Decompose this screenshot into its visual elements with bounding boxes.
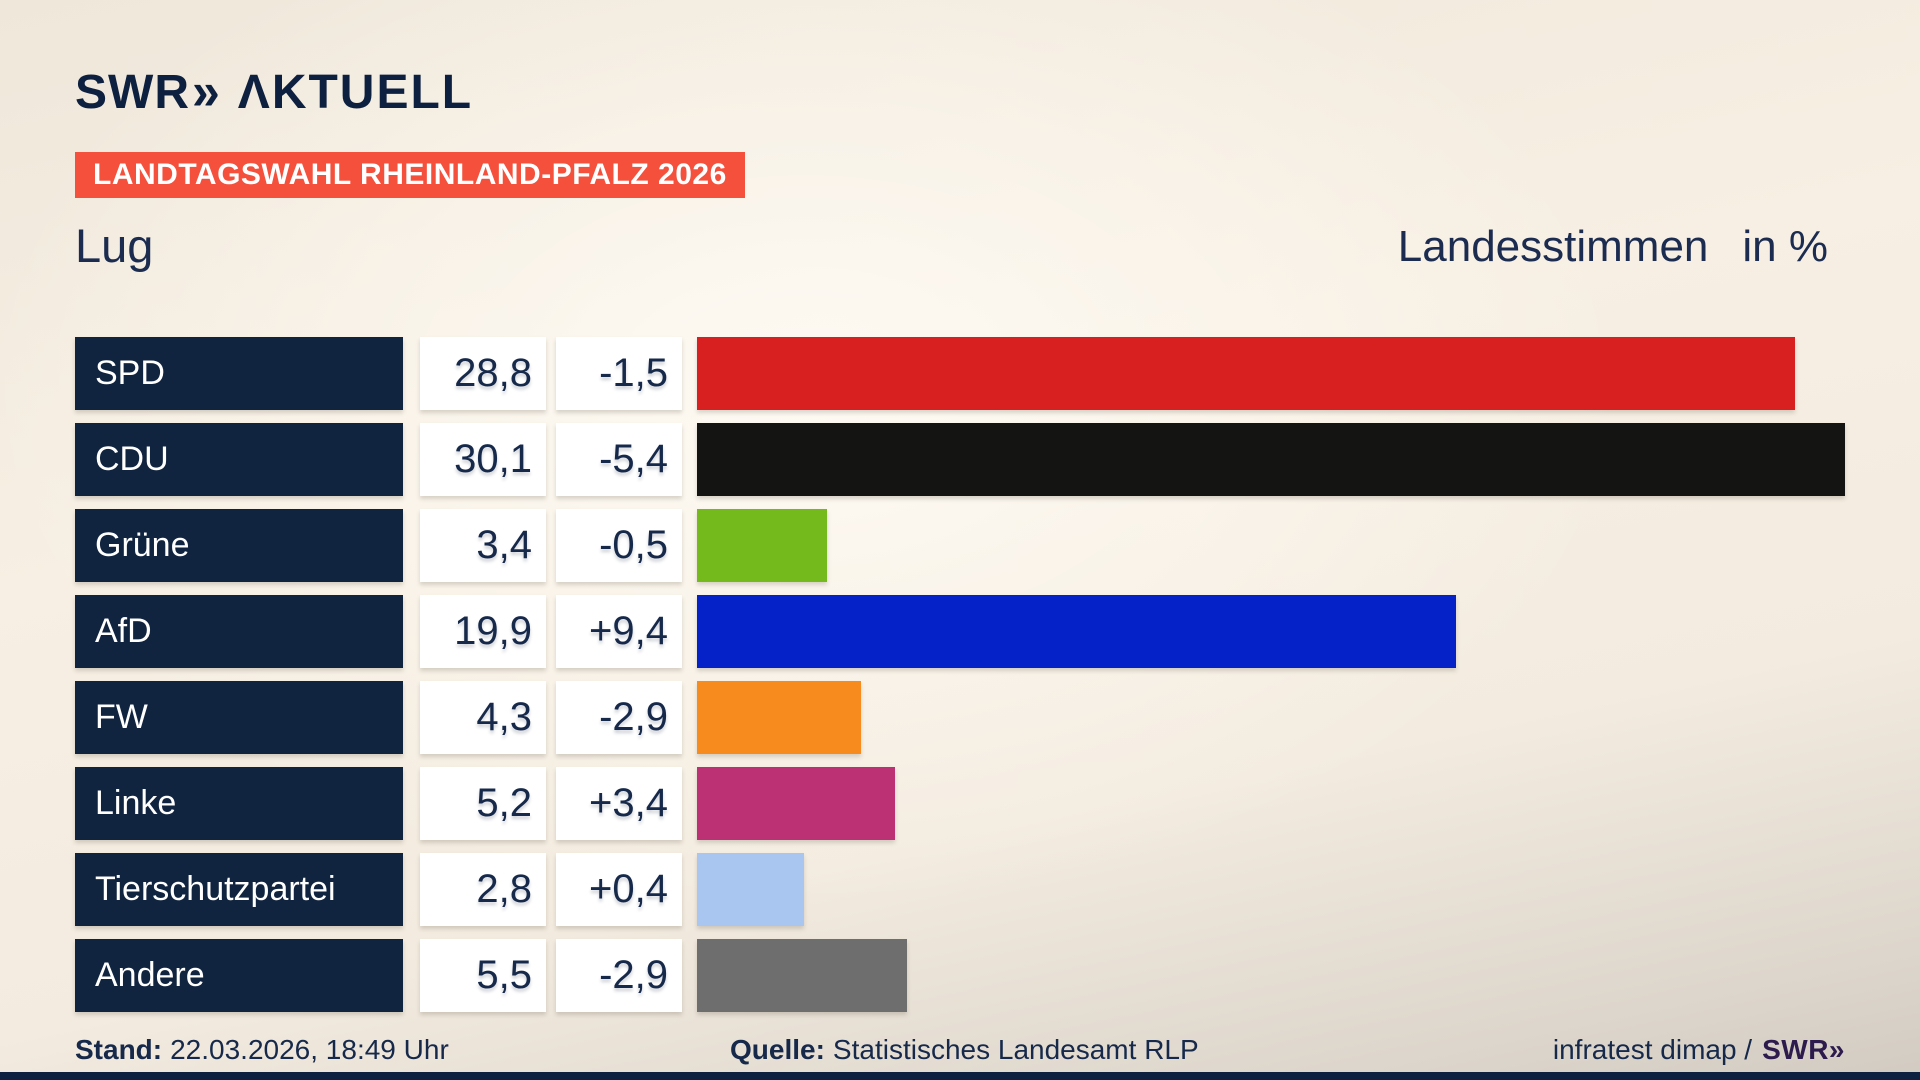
value-cell: 2,8 xyxy=(420,853,546,926)
party-label: SPD xyxy=(95,354,165,392)
party-label-box: Andere xyxy=(75,939,403,1012)
table-row: Tierschutzpartei 2,8 +0,4 xyxy=(75,853,1845,926)
change-cell: +9,4 xyxy=(556,595,682,668)
party-label-box: SPD xyxy=(75,337,403,410)
table-row: Grüne 3,4 -0,5 xyxy=(75,509,1845,582)
credit-segment: infratest dimap / SWR» xyxy=(1553,1034,1845,1066)
change-cell: -2,9 xyxy=(556,939,682,1012)
value-cell: 4,3 xyxy=(420,681,546,754)
change-cell: -0,5 xyxy=(556,509,682,582)
change-cell: -5,4 xyxy=(556,423,682,496)
swr-logo-text: SWR xyxy=(75,66,190,119)
credit-brand-logo: SWR» xyxy=(1762,1034,1845,1065)
value-cell: 30,1 xyxy=(420,423,546,496)
party-label-box: Linke xyxy=(75,767,403,840)
party-label-box: Grüne xyxy=(75,509,403,582)
party-label: CDU xyxy=(95,440,169,478)
value-cell: 5,5 xyxy=(420,939,546,1012)
table-row: CDU 30,1 -5,4 xyxy=(75,423,1845,496)
change-cell: -1,5 xyxy=(556,337,682,410)
table-row: Linke 5,2 +3,4 xyxy=(75,767,1845,840)
table-row: Andere 5,5 -2,9 xyxy=(75,939,1845,1012)
bottom-bar xyxy=(0,1072,1920,1080)
source-label: Quelle: xyxy=(730,1034,825,1065)
change-cell: +0,4 xyxy=(556,853,682,926)
measure-label: Landesstimmen xyxy=(1397,222,1709,271)
party-label: Andere xyxy=(95,956,205,994)
party-label: Linke xyxy=(95,784,177,822)
result-bar xyxy=(697,423,1845,496)
stand-segment: Stand: 22.03.2026, 18:49 Uhr xyxy=(75,1034,449,1066)
credit-text: infratest dimap / xyxy=(1552,1034,1753,1065)
party-label-box: CDU xyxy=(75,423,403,496)
bar-track xyxy=(697,767,1845,840)
party-label: AfD xyxy=(95,612,152,650)
result-bar xyxy=(697,767,896,840)
stand-label: Stand: xyxy=(75,1034,163,1065)
party-label-box: FW xyxy=(75,681,403,754)
election-badge: LANDTAGSWAHL RHEINLAND-PFALZ 2026 xyxy=(75,152,745,198)
value-cell: 5,2 xyxy=(420,767,546,840)
result-bar xyxy=(697,337,1796,410)
table-row: SPD 28,8 -1,5 xyxy=(75,337,1845,410)
result-bar xyxy=(697,681,861,754)
result-bar xyxy=(697,509,827,582)
party-label-box: Tierschutzpartei xyxy=(75,853,403,926)
table-row: AfD 19,9 +9,4 xyxy=(75,595,1845,668)
value-cell: 28,8 xyxy=(420,337,546,410)
source-value: Statistisches Landesamt RLP xyxy=(832,1034,1199,1065)
value-cell: 19,9 xyxy=(420,595,546,668)
brand-chevrons-icon: » xyxy=(191,61,220,121)
swr-aktuell-logo: SWR» ΛKTUELL xyxy=(75,61,474,121)
result-bar xyxy=(697,853,804,926)
measure-title: Landesstimmen in % xyxy=(1398,222,1828,272)
bar-track xyxy=(697,337,1845,410)
table-row: FW 4,3 -2,9 xyxy=(75,681,1845,754)
bar-track xyxy=(697,681,1845,754)
party-label-box: AfD xyxy=(75,595,403,668)
aktuell-logo-text: ΛKTUELL xyxy=(237,66,474,119)
bar-track xyxy=(697,509,1845,582)
party-label: Tierschutzpartei xyxy=(95,870,336,908)
footer: Stand: 22.03.2026, 18:49 Uhr Quelle: Stati… xyxy=(0,1030,1920,1072)
source-segment: Quelle: Statistisches Landesamt RLP xyxy=(730,1034,1199,1066)
page-title: Lug xyxy=(75,219,154,272)
results-table: SPD 28,8 -1,5 CDU 30,1 -5,4 Grüne 3,4 -0,5 AfD 19,… xyxy=(75,337,1845,1012)
result-bar xyxy=(697,939,907,1012)
bar-track xyxy=(697,423,1845,496)
bar-track xyxy=(697,595,1845,668)
value-cell: 3,4 xyxy=(420,509,546,582)
party-label: FW xyxy=(95,698,148,736)
result-bar xyxy=(697,595,1456,668)
unit-label: in % xyxy=(1742,222,1828,271)
bar-track xyxy=(697,939,1845,1012)
bar-track xyxy=(697,853,1845,926)
change-cell: +3,4 xyxy=(556,767,682,840)
stand-value: 22.03.2026, 18:49 Uhr xyxy=(170,1034,449,1065)
party-label: Grüne xyxy=(95,526,190,564)
change-cell: -2,9 xyxy=(556,681,682,754)
